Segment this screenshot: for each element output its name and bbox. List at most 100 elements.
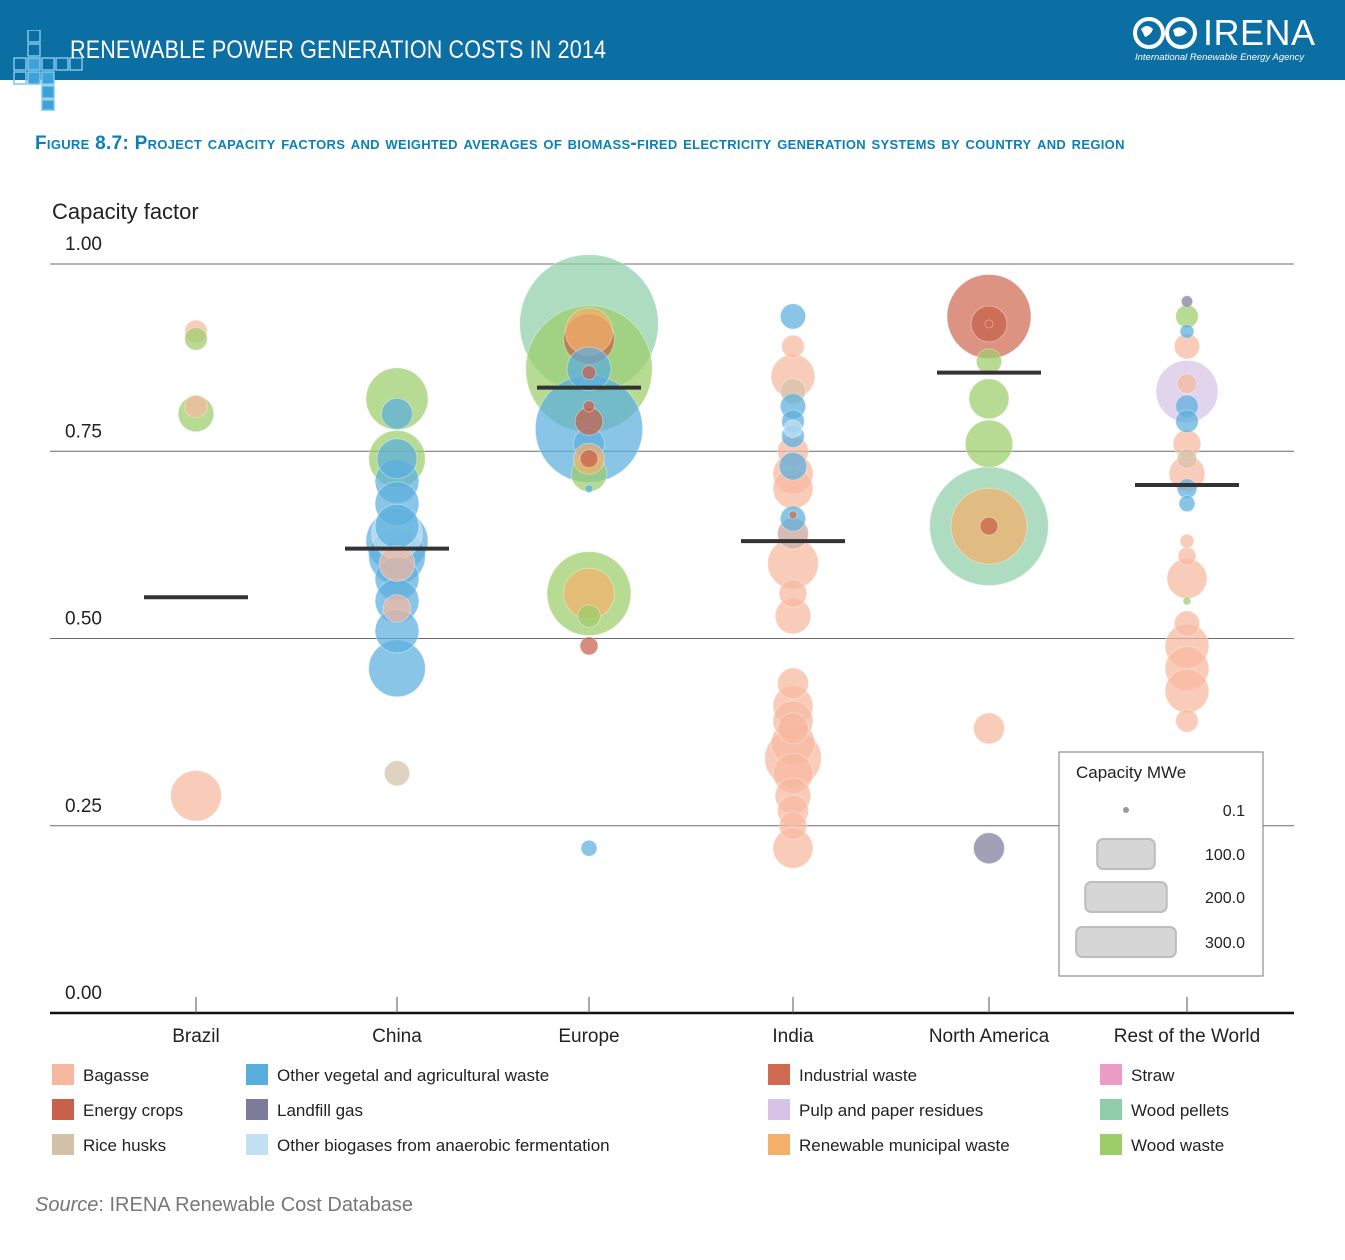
bubble-point [382, 594, 412, 623]
bubble-point [777, 712, 809, 745]
bubble-point [376, 438, 418, 480]
size-legend-mark [1123, 807, 1129, 813]
legend-swatch [1100, 1064, 1122, 1085]
bubble-point [1179, 323, 1195, 339]
source-text: : IRENA Renewable Cost Database [98, 1194, 413, 1216]
bubble-point [779, 303, 807, 330]
bubble-point [577, 604, 601, 628]
legend-label: Energy crops [83, 1101, 183, 1120]
legend-swatch [1100, 1099, 1122, 1120]
bubble-point [984, 319, 994, 329]
legend-swatch [246, 1064, 268, 1085]
globe-logo-icon [1133, 17, 1197, 49]
bubble-point [979, 516, 999, 536]
legend-swatch [246, 1134, 268, 1155]
figure-title: Figure 8.7: Project capacity factors and… [35, 133, 1125, 154]
bubble-point [968, 378, 1010, 420]
bubble-point [964, 419, 1014, 468]
bubble-point [580, 839, 598, 857]
bubble-point [579, 449, 599, 469]
legend-swatch [52, 1064, 74, 1085]
bubble-point [381, 397, 413, 430]
legend-swatch [246, 1099, 268, 1120]
legend-swatch [768, 1064, 790, 1085]
bubble-point [1182, 596, 1192, 606]
bubble-point [1175, 709, 1199, 733]
x-tick-label: Rest of the World [1114, 1026, 1260, 1047]
source-note: Source: IRENA Renewable Cost Database [35, 1194, 413, 1217]
legend-label: Other vegetal and agricultural waste [277, 1066, 549, 1085]
bubble-point [783, 419, 803, 439]
legend-swatch [768, 1134, 790, 1155]
bubble-point [579, 636, 599, 656]
bubble-point [1164, 668, 1210, 714]
bubble-point [777, 667, 809, 700]
bubble-point [1176, 448, 1198, 470]
legend-swatch [1100, 1134, 1122, 1155]
y-axis-title: Capacity factor [52, 199, 199, 224]
size-legend-title: Capacity MWe [1076, 763, 1186, 782]
weighted-average-layer [144, 370, 1239, 600]
bubble-point [184, 327, 208, 351]
logo-wordmark: IRENA [1203, 12, 1316, 53]
bubble-point [778, 451, 808, 481]
legend-label: Wood waste [1131, 1136, 1224, 1155]
bubble-point [582, 400, 596, 413]
legend-label: Other biogases from anaerobic fermentati… [277, 1136, 610, 1155]
x-tick-label: North America [929, 1026, 1050, 1047]
bubble-point [383, 760, 411, 787]
bubble-point [973, 712, 1005, 745]
size-legend-label: 0.1 [1223, 803, 1245, 820]
x-tick-label: India [772, 1026, 814, 1047]
bubble-point [1178, 495, 1196, 513]
legend-label: Pulp and paper residues [799, 1101, 983, 1120]
legend-label: Landfill gas [277, 1101, 363, 1120]
logo-subtitle: International Renewable Energy Agency [1135, 52, 1305, 63]
x-tick-label: Europe [558, 1026, 619, 1047]
size-legend-mark [1084, 881, 1168, 913]
bubble-point [781, 334, 805, 359]
bubble-point [1175, 409, 1199, 434]
legend-label: Wood pellets [1131, 1101, 1229, 1120]
size-legend-label: 300.0 [1205, 935, 1245, 952]
y-tick-label: 0.25 [65, 796, 102, 817]
grid-lines [50, 263, 1294, 827]
x-tick-label: Brazil [172, 1026, 220, 1047]
bubble-point [788, 510, 798, 520]
legend-swatch [52, 1134, 74, 1155]
y-tick-labels: 0.00 0.25 0.50 0.75 1.00 [65, 234, 102, 1004]
size-legend-mark [1075, 926, 1177, 958]
bubble-point [378, 545, 416, 582]
bubble-point [184, 394, 208, 419]
bubble-layer [170, 254, 1219, 869]
bubble-point [170, 769, 222, 822]
y-tick-label: 0.00 [65, 983, 102, 1004]
bubble-point [1176, 373, 1198, 395]
bubble-point [1177, 546, 1197, 566]
bubble-point [1173, 610, 1201, 637]
bubble-point [374, 503, 420, 549]
header-bar: RENEWABLE POWER GENERATION COSTS IN 2014… [0, 0, 1345, 111]
y-tick-label: 0.75 [65, 421, 102, 442]
bubble-point [973, 832, 1005, 865]
legend-label: Industrial waste [799, 1066, 917, 1085]
report-title: RENEWABLE POWER GENERATION COSTS IN 2014 [70, 36, 607, 64]
bubble-point [778, 579, 808, 608]
legend-label: Renewable municipal waste [799, 1136, 1010, 1155]
capacity-factor-chart: Capacity factor 0.00 0.25 0.50 0.75 1.00 Bra… [50, 199, 1294, 1155]
bubble-point [778, 811, 808, 841]
size-legend-label: 100.0 [1205, 847, 1245, 864]
feedstock-legend: Bagasse Other vegetal and agricultural wa… [52, 1064, 1229, 1155]
bubble-point [581, 365, 597, 381]
legend-swatch [52, 1099, 74, 1120]
legend-label: Straw [1131, 1066, 1175, 1085]
bubble-point [975, 348, 1003, 375]
capacity-size-legend: Capacity MWe 0.1 100.0 200.0 300.0 [1058, 751, 1264, 977]
bubble-point [1179, 533, 1195, 549]
y-tick-label: 1.00 [65, 234, 102, 255]
legend-label: Bagasse [83, 1066, 149, 1085]
cross-pattern-icon [13, 30, 83, 111]
source-label: Source [35, 1194, 99, 1216]
size-legend-mark [1096, 838, 1156, 870]
legend-label: Rice husks [83, 1136, 166, 1155]
